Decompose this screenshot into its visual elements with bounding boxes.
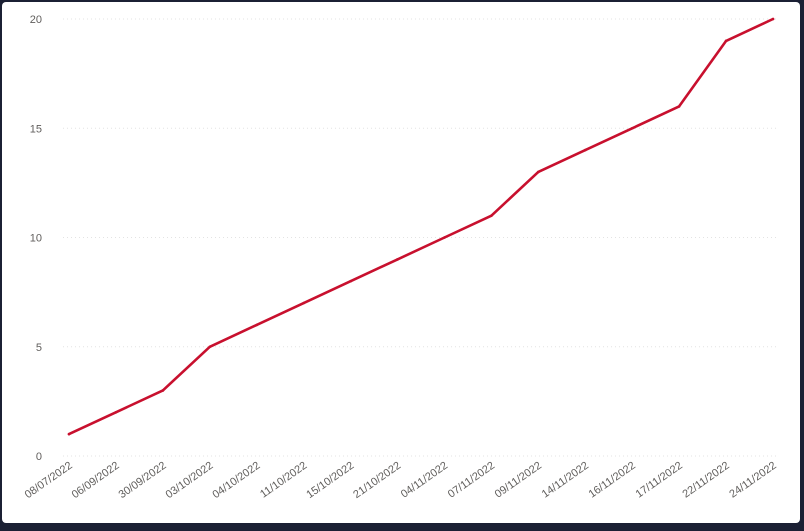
x-tick-label: 08/07/2022 bbox=[23, 460, 75, 501]
data-point bbox=[67, 432, 71, 436]
x-tick-label: 04/10/2022 bbox=[210, 460, 262, 501]
y-tick-label: 5 bbox=[36, 342, 42, 354]
data-point bbox=[302, 301, 305, 305]
series-line bbox=[67, 17, 775, 436]
data-point bbox=[255, 323, 259, 327]
data-point bbox=[208, 345, 212, 349]
data-point bbox=[630, 126, 634, 130]
gridlines bbox=[63, 18, 777, 457]
y-tick-label: 10 bbox=[30, 233, 42, 245]
y-axis: 0 5 10 15 20 bbox=[30, 14, 42, 463]
data-point bbox=[490, 214, 493, 217]
x-tick-label: 06/09/2022 bbox=[70, 460, 122, 501]
data-point bbox=[724, 39, 728, 43]
x-tick-label: 24/11/2022 bbox=[727, 460, 778, 501]
data-point bbox=[677, 105, 681, 108]
x-tick-label: 09/11/2022 bbox=[493, 460, 544, 501]
x-tick-label: 11/10/2022 bbox=[258, 460, 309, 501]
chart-card: 0 5 10 15 20 08/07/2022 06/09/2022 30/09/2022 0… bbox=[2, 2, 800, 523]
data-point bbox=[114, 411, 118, 414]
x-tick-label: 21/10/2022 bbox=[351, 460, 403, 501]
x-tick-label: 22/11/2022 bbox=[680, 460, 731, 501]
x-tick-label: 07/11/2022 bbox=[446, 460, 497, 501]
series-layer bbox=[67, 17, 775, 436]
x-axis: 08/07/202206/09/202230/09/202203/10/2022… bbox=[23, 460, 779, 501]
x-tick-label: 03/10/2022 bbox=[164, 460, 216, 501]
x-tick-label: 14/11/2022 bbox=[540, 460, 591, 501]
data-point bbox=[583, 148, 587, 152]
data-point bbox=[443, 236, 446, 239]
x-tick-label: 04/11/2022 bbox=[399, 460, 450, 501]
y-tick-label: 15 bbox=[30, 123, 42, 135]
y-tick-label: 20 bbox=[30, 14, 42, 26]
data-point bbox=[349, 279, 352, 283]
data-point bbox=[396, 258, 399, 261]
data-point bbox=[537, 170, 540, 174]
data-point bbox=[771, 17, 775, 21]
x-tick-label: 16/11/2022 bbox=[587, 460, 638, 501]
x-tick-label: 30/09/2022 bbox=[117, 460, 169, 501]
x-tick-label: 17/11/2022 bbox=[634, 460, 685, 501]
data-point bbox=[161, 389, 165, 392]
y-tick-label: 0 bbox=[36, 451, 42, 463]
x-tick-label: 15/10/2022 bbox=[304, 460, 356, 501]
